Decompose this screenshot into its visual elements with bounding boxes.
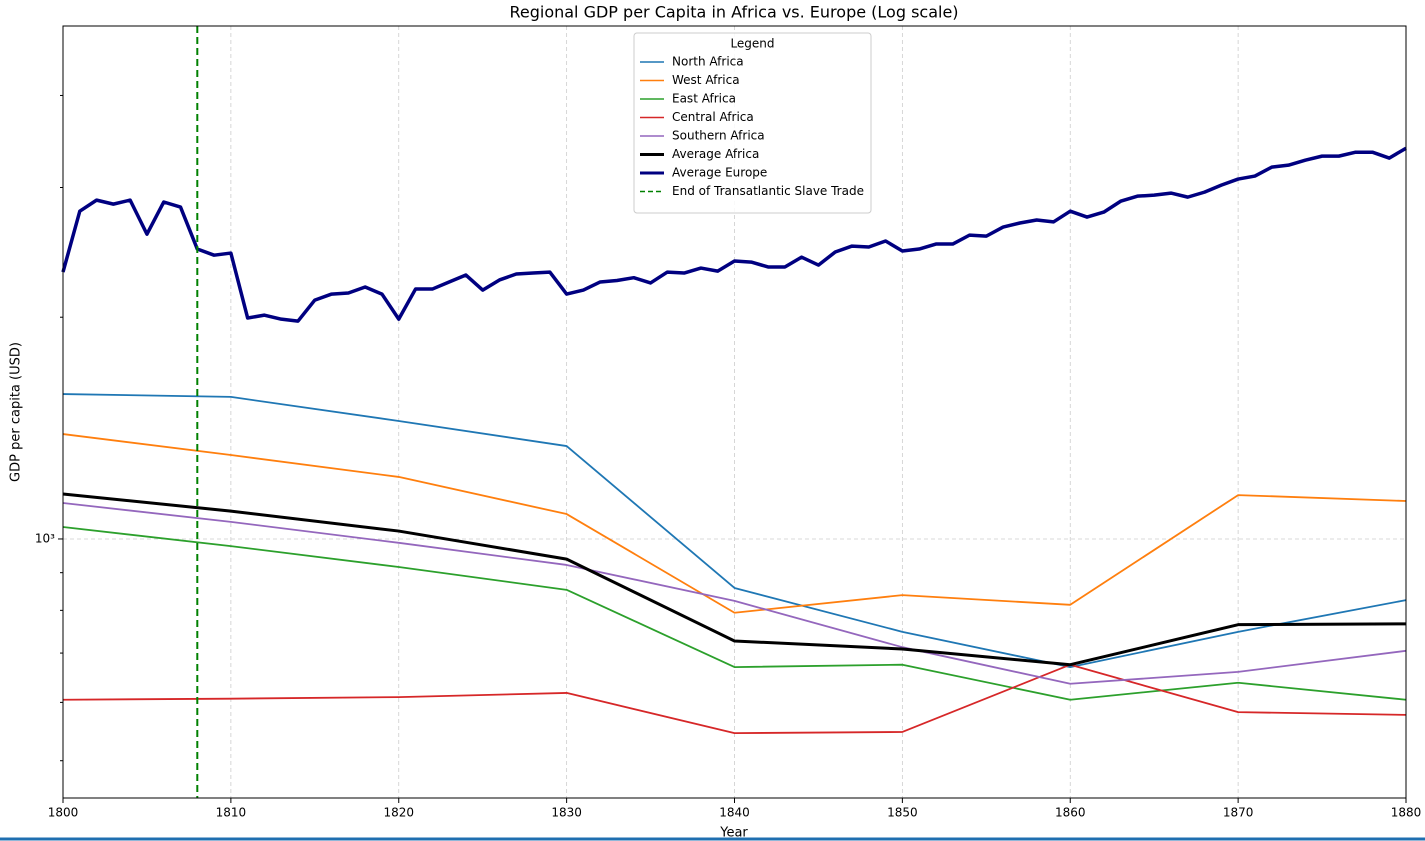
series-line <box>62 393 1407 668</box>
x-tick-label: 1820 <box>383 806 414 820</box>
legend-box <box>633 32 872 214</box>
x-tick-label: 1830 <box>551 806 582 820</box>
x-tick-label: 1800 <box>48 806 79 820</box>
y-tick-label: 10³ <box>35 531 55 545</box>
legend-label: North Africa <box>672 55 744 69</box>
x-tick-label: 1880 <box>1391 806 1422 820</box>
x-tick-label: 1860 <box>1055 806 1086 820</box>
x-tick-label: 1850 <box>887 806 918 820</box>
y-axis-label: GDP per capita (USD) <box>9 342 24 482</box>
series-line <box>62 502 1407 685</box>
plot-frame <box>62 25 1407 799</box>
series-line <box>62 492 1407 667</box>
legend-label: Southern Africa <box>672 129 765 143</box>
series-line <box>62 433 1407 614</box>
x-tick-label: 1870 <box>1223 806 1254 820</box>
legend-label: Average Europe <box>672 166 767 180</box>
legend-label: End of Transatlantic Slave Trade <box>672 184 864 198</box>
legend-label: Central Africa <box>672 110 754 124</box>
x-axis-label: Year <box>719 826 748 841</box>
chart-title: Regional GDP per Capita in Africa vs. Eu… <box>509 3 958 22</box>
legend-label: Average Africa <box>672 147 759 161</box>
series-line <box>61 146 1407 323</box>
x-tick-label: 1840 <box>719 806 750 820</box>
legend-label: East Africa <box>672 92 736 106</box>
legend-label: West Africa <box>672 73 740 87</box>
x-tick-label: 1810 <box>216 806 247 820</box>
series-line <box>62 526 1407 701</box>
legend-title: Legend <box>730 37 774 51</box>
series-line <box>62 663 1407 735</box>
